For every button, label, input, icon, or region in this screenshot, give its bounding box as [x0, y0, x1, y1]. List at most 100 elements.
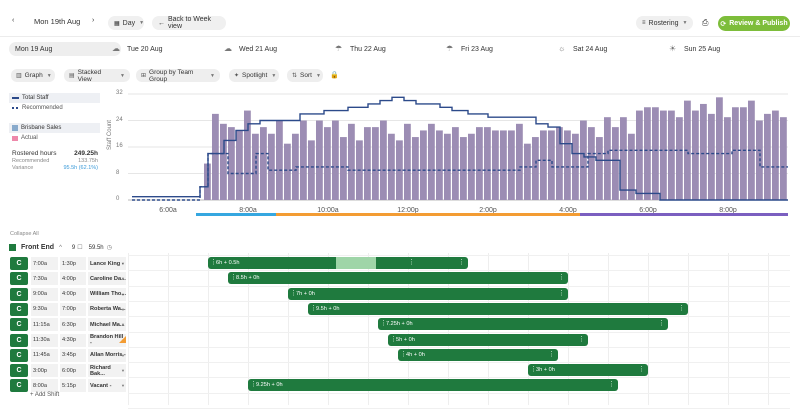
- shift-bar[interactable]: ⋮ 5h + 0h ⋮: [388, 333, 588, 346]
- role-badge[interactable]: C: [10, 348, 28, 362]
- drag-handle-icon[interactable]: ⋮: [558, 289, 565, 297]
- review-publish-button[interactable]: ⟳ Review & Publish: [718, 16, 790, 31]
- shift-bar[interactable]: ⋮ 7h + 0h ⋮: [288, 287, 568, 300]
- drag-handle-icon[interactable]: ⋮: [400, 350, 407, 358]
- warning-corner-icon[interactable]: [119, 335, 126, 343]
- drag-handle-icon[interactable]: ⋮: [230, 274, 237, 282]
- drag-handle-icon[interactable]: ⋮: [558, 274, 565, 282]
- shift-bar[interactable]: ⋮ 8.5h + 0h ⋮: [228, 272, 568, 285]
- day-tab-fri[interactable]: ☂ Fri 23 Aug: [446, 42, 493, 56]
- role-badge[interactable]: C: [10, 272, 28, 286]
- date-label[interactable]: Mon 19th Aug: [34, 17, 81, 26]
- role-badge[interactable]: C: [10, 287, 28, 301]
- chevron-up-icon[interactable]: ^: [59, 244, 62, 251]
- role-badge[interactable]: C: [10, 302, 28, 316]
- drag-handle-icon[interactable]: ⋮: [530, 366, 537, 374]
- print-icon[interactable]: ⎙: [702, 18, 709, 27]
- end-time[interactable]: 1:30p: [60, 257, 86, 270]
- collapse-all-link[interactable]: Collapse All: [10, 231, 39, 237]
- end-time[interactable]: 4:30p: [60, 333, 86, 347]
- role-badge[interactable]: C: [10, 333, 28, 347]
- drag-handle-icon[interactable]: ⋮: [658, 320, 665, 328]
- graph-select[interactable]: ▥ Graph ▼: [11, 69, 55, 82]
- prev-date-button[interactable]: ‹: [12, 17, 15, 24]
- drag-handle-icon[interactable]: ⋮: [458, 259, 465, 266]
- role-badge[interactable]: C: [10, 257, 28, 270]
- start-time[interactable]: 8:00a: [31, 379, 58, 393]
- start-time[interactable]: 11:15a: [31, 318, 58, 332]
- shift-duration: 7.25h + 0h: [386, 321, 413, 328]
- section-header[interactable]: Front End ^ 9 ☐ 59.5h ◷: [9, 244, 112, 251]
- drag-handle-icon[interactable]: ⋮: [578, 335, 585, 343]
- mode-select[interactable]: ≡ Rostering ▼: [636, 16, 693, 30]
- start-time[interactable]: 9:30a: [31, 302, 58, 316]
- drag-handle-icon[interactable]: ⋮: [290, 289, 297, 297]
- start-time[interactable]: 11:45a: [31, 348, 58, 362]
- stacked-view-select[interactable]: ▤ Stacked View ▼: [64, 69, 130, 83]
- shift-bar[interactable]: ⋮ 9.5h + 0h ⋮: [308, 302, 688, 315]
- total-staff-legend[interactable]: Total Staff: [9, 93, 100, 103]
- employee-select[interactable]: William Tho... ▼: [88, 287, 126, 301]
- start-time[interactable]: 3:00p: [31, 364, 58, 378]
- employee-select[interactable]: Vacant - ▼: [88, 379, 126, 393]
- group-by-select[interactable]: ⊞ Group by Team Group ▼: [136, 69, 220, 83]
- day-tab-thu[interactable]: ☂ Thu 22 Aug: [335, 42, 386, 56]
- role-badge[interactable]: C: [10, 318, 28, 332]
- drag-handle-icon[interactable]: ⋮: [380, 320, 387, 328]
- employee-select[interactable]: Lance King - ▼: [88, 257, 126, 270]
- drag-handle-icon[interactable]: ⋮: [390, 335, 397, 343]
- next-date-button[interactable]: ›: [92, 17, 95, 24]
- hour-gridline: [688, 253, 689, 405]
- drag-handle-icon[interactable]: ⋮: [608, 381, 615, 389]
- add-shift-button[interactable]: + Add Shift: [30, 392, 60, 398]
- day-tab-mon[interactable]: Mon 19 Aug: [9, 42, 121, 56]
- drag-handle-icon[interactable]: ⋮: [408, 259, 415, 266]
- start-time[interactable]: 9:00a: [31, 287, 58, 301]
- lock-icon[interactable]: 🔒: [330, 72, 339, 79]
- recommended-legend[interactable]: Recommended: [12, 105, 63, 111]
- start-time[interactable]: 7:30a: [31, 272, 58, 286]
- drag-handle-icon[interactable]: ⋮: [310, 304, 317, 312]
- day-tab-sun[interactable]: ☀ Sun 25 Aug: [669, 42, 720, 56]
- day-tab-wed[interactable]: ☁ Wed 21 Aug: [224, 42, 277, 56]
- shift-bar[interactable]: ⋮ 4h + 0h ⋮: [398, 348, 558, 361]
- drag-handle-icon[interactable]: ⋮: [548, 350, 555, 358]
- drag-handle-icon[interactable]: ⋮: [638, 366, 645, 374]
- start-time[interactable]: 7:00a: [31, 257, 58, 270]
- shift-bar[interactable]: ⋮ ⋮ 6h + 0.5h ⋮: [208, 257, 468, 269]
- end-time[interactable]: 4:00p: [60, 287, 86, 301]
- view-select[interactable]: ▦ Day ▼: [108, 16, 144, 30]
- chevron-down-icon: ▼: [121, 276, 125, 282]
- shift-bar[interactable]: ⋮ 7.25h + 0h ⋮: [378, 318, 668, 331]
- sort-select[interactable]: ⇅ Sort ▼: [287, 69, 323, 82]
- drag-handle-icon[interactable]: ⋮: [250, 381, 257, 389]
- drag-handle-icon[interactable]: ⋮: [210, 259, 217, 266]
- role-badge[interactable]: C: [10, 379, 28, 393]
- employee-select[interactable]: Allan Morris - ▼: [88, 348, 126, 362]
- employee-select[interactable]: Richard Bak... ▼: [88, 364, 126, 378]
- shift-bar[interactable]: ⋮ 3h + 0h ⋮: [528, 364, 648, 377]
- chart-bar: [244, 110, 251, 200]
- employee-select[interactable]: Caroline Da... ▼: [88, 272, 126, 286]
- chart-bar: [780, 117, 787, 200]
- spotlight-select[interactable]: ✦ Spotlight ▼: [229, 69, 279, 82]
- employee-select[interactable]: Roberta Wa... ▼: [88, 302, 126, 316]
- sales-legend[interactable]: Brisbane Sales: [9, 123, 100, 133]
- end-time[interactable]: 7:00p: [60, 302, 86, 316]
- day-tab-sat[interactable]: ☼ Sat 24 Aug: [558, 42, 607, 56]
- drag-handle-icon[interactable]: ⋮: [678, 304, 685, 312]
- back-to-week-button[interactable]: ← Back to Week view: [152, 16, 226, 30]
- end-time[interactable]: 4:00p: [60, 272, 86, 286]
- recommended-line: [132, 149, 788, 201]
- spotlight-icon: ✦: [234, 73, 240, 79]
- role-badge[interactable]: C: [10, 364, 28, 378]
- shift-bar[interactable]: ⋮ 9.25h + 0h ⋮: [248, 379, 618, 392]
- hour-gridline: [168, 253, 169, 405]
- end-time[interactable]: 6:30p: [60, 318, 86, 332]
- end-time[interactable]: 3:45p: [60, 348, 86, 362]
- end-time[interactable]: 6:00p: [60, 364, 86, 378]
- day-tab-tue[interactable]: ☁ Tue 20 Aug: [112, 42, 163, 56]
- end-time[interactable]: 5:15p: [60, 379, 86, 393]
- start-time[interactable]: 11:30a: [31, 333, 58, 347]
- employee-select[interactable]: Michael Ma... ▼: [88, 318, 126, 332]
